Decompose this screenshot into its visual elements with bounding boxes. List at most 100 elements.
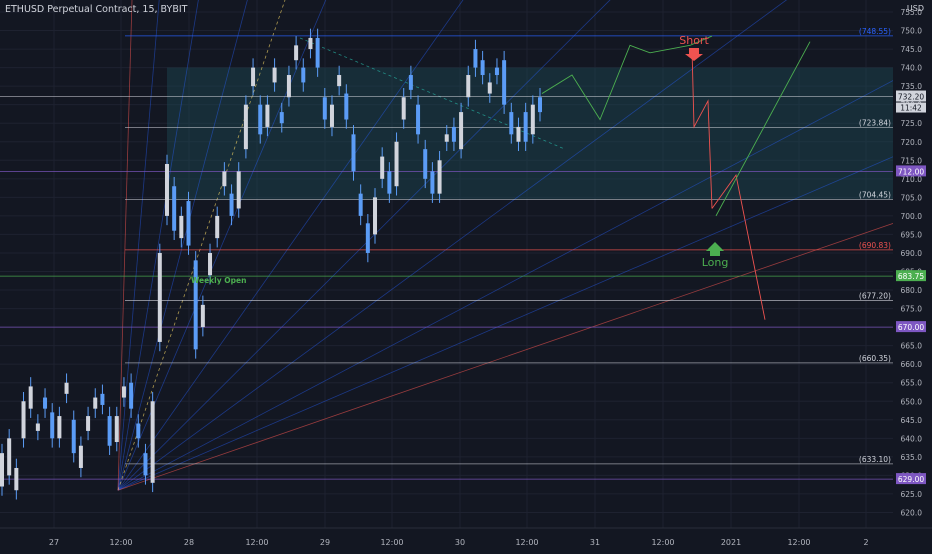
candle-body[interactable] [157,252,162,342]
candle-body[interactable] [516,126,521,142]
candle-body[interactable] [215,215,220,239]
y-tick-label: 635.0 [901,453,923,462]
price-tag[interactable] [896,90,926,102]
candle-body[interactable] [164,163,169,216]
fan-line[interactable] [117,0,160,491]
candle-body[interactable] [50,412,55,439]
candle-body[interactable] [7,438,12,476]
candle-body[interactable] [186,201,191,246]
candle-body[interactable] [337,75,342,87]
supply-demand-zone[interactable] [167,67,893,200]
candle-body[interactable] [430,171,435,194]
red-trend-line-steep[interactable] [117,0,133,491]
candle-body[interactable] [129,382,134,409]
candle-body[interactable] [380,156,385,179]
fan-line[interactable] [117,0,800,491]
candle-body[interactable] [258,104,263,135]
candle-body[interactable] [494,67,499,76]
candle-body[interactable] [78,445,83,468]
symbol-title[interactable]: ETHUSD Perpetual Contract, 15, BYBIT [5,4,188,15]
candle-body[interactable] [473,49,478,68]
candle-body[interactable] [451,126,456,142]
candle-body[interactable] [265,104,270,127]
candle-body[interactable] [373,197,378,235]
candle-body[interactable] [0,453,4,487]
candle-body[interactable] [444,134,449,142]
projection-path-down-2[interactable] [711,174,766,320]
candle-body[interactable] [100,393,105,405]
candle-body[interactable] [86,416,91,431]
candle-body[interactable] [229,193,234,216]
candle-body[interactable] [251,67,256,87]
candle-body[interactable] [179,215,184,239]
candle-body[interactable] [243,104,248,150]
candle-body[interactable] [322,97,327,120]
candle-body[interactable] [57,416,62,439]
projection-path-up[interactable] [541,44,691,121]
projection-path-down[interactable] [691,49,713,209]
candle-body[interactable] [466,75,471,98]
candle-body[interactable] [301,67,306,83]
y-tick-label: 645.0 [901,416,923,425]
candle-body[interactable] [423,149,428,179]
candle-body[interactable] [150,401,155,483]
candle-body[interactable] [286,75,291,98]
candle-body[interactable] [351,134,356,172]
candle-body[interactable] [487,82,492,94]
candle-body[interactable] [136,423,141,439]
candle-body[interactable] [121,386,126,398]
candle-body[interactable] [114,416,119,443]
fan-line[interactable] [117,59,932,491]
price-tag[interactable] [896,165,926,177]
candle-body[interactable] [358,193,363,216]
candle-body[interactable] [437,160,442,194]
candle-body[interactable] [538,97,542,113]
candle-body[interactable] [344,93,349,120]
candle-body[interactable] [71,419,76,454]
candle-body[interactable] [200,304,205,328]
candle-body[interactable] [28,386,33,409]
candle-body[interactable] [509,112,514,135]
candle-body[interactable] [502,60,507,105]
candle-body[interactable] [193,260,198,350]
candle-body[interactable] [208,252,213,276]
candle-body[interactable] [416,104,421,135]
candle-body[interactable] [64,382,69,394]
candle-body[interactable] [401,97,406,120]
candle-body[interactable] [315,37,320,68]
candle-body[interactable] [143,453,148,476]
candle-body[interactable] [93,397,98,409]
candle-body[interactable] [365,223,370,253]
candle-body[interactable] [21,401,26,439]
candle-body[interactable] [35,423,40,431]
fan-line[interactable] [117,139,932,491]
fan-line[interactable] [117,0,250,491]
candle-body[interactable] [294,45,299,61]
projection-path-long[interactable] [715,41,811,217]
candle-body[interactable] [279,112,284,124]
price-tag[interactable] [896,473,926,485]
projection-arrow-up[interactable] [689,35,713,46]
candle-body[interactable] [107,416,112,446]
candle-body[interactable] [530,104,535,135]
candle-body[interactable] [523,112,528,142]
candle-body[interactable] [394,141,399,187]
candle-body[interactable] [172,186,177,231]
candle-body[interactable] [308,37,313,50]
candle-body[interactable] [222,171,227,187]
candle-body[interactable] [329,104,334,127]
candle-body[interactable] [272,67,277,83]
candle-body[interactable] [387,171,392,194]
candle-body[interactable] [14,467,19,491]
red-trend-line[interactable] [117,209,932,491]
candle-body[interactable] [459,112,464,150]
fan-line-dashed[interactable] [117,0,286,491]
candle-body[interactable] [236,171,241,209]
price-tag[interactable] [896,270,926,282]
candle-body[interactable] [43,397,48,409]
candle-body[interactable] [408,75,413,90]
price-tag[interactable] [896,321,926,333]
candle-body[interactable] [480,60,485,76]
